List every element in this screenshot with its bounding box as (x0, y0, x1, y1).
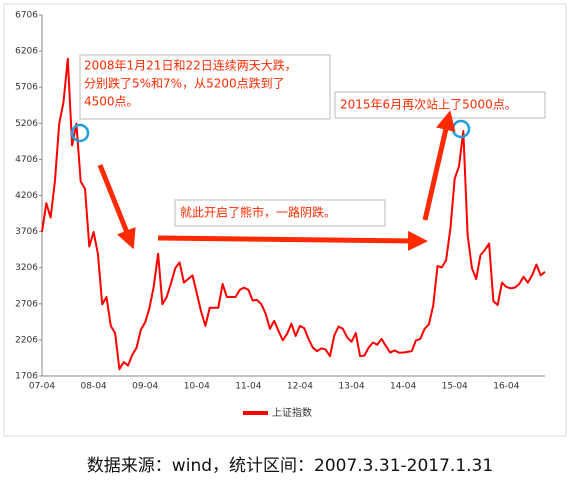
x-tick-label: 16-04 (493, 382, 519, 392)
y-tick-label: 3206 (15, 263, 38, 273)
y-tick-label: 5206 (15, 119, 38, 129)
x-tick-label: 10-04 (184, 382, 210, 392)
legend-label: 上证指数 (272, 406, 312, 419)
arrow (422, 110, 456, 221)
x-tick-label: 13-04 (338, 382, 364, 392)
y-tick-label: 3706 (15, 227, 38, 237)
y-tick-label: 5706 (15, 83, 38, 93)
x-tick-label: 12-04 (287, 382, 313, 392)
y-tick-label: 4706 (15, 155, 38, 165)
annotation-box (174, 199, 386, 227)
annotation-text: 4500点。 (84, 95, 139, 109)
y-tick-label: 4206 (15, 191, 38, 201)
annotation-text: 分别跌了5%和7%，从5200点跌到了 (84, 76, 285, 91)
annotation-text: 2015年6月再次站上了5000点。 (340, 98, 517, 112)
y-tick-label: 2206 (15, 335, 38, 345)
annotation-text: 2008年1月21日和22日连续两天大跌， (84, 58, 297, 73)
arrow (157, 230, 428, 251)
y-tick-label: 6706 (15, 11, 38, 21)
highlight-circle (70, 123, 90, 143)
arrow (97, 164, 136, 250)
x-tick-label: 15-04 (442, 382, 468, 392)
y-tick-label: 6206 (15, 47, 38, 57)
y-tick-label: 2706 (15, 299, 38, 309)
annotation-box (79, 54, 331, 120)
x-tick-label: 14-04 (390, 382, 416, 392)
annotation-layer: 2008年1月21日和22日连续两天大跌， 分别跌了5%和7%，从5200点跌到了… (70, 54, 546, 251)
x-tick-label: 08-04 (81, 382, 107, 392)
x-tick-label: 07-04 (29, 382, 55, 392)
y-tick-label: 1706 (15, 372, 38, 382)
source-caption: 数据来源：wind，统计区间：2007.3.31-2017.1.31 (87, 456, 493, 476)
chart-frame (3, 3, 567, 437)
annotation-text: 就此开启了熊市，一路阴跌。 (180, 205, 336, 220)
highlight-circle (451, 119, 471, 139)
x-tick-label: 09-04 (132, 382, 158, 392)
series-line (41, 57, 546, 371)
x-tick-label: 11-04 (235, 382, 261, 392)
